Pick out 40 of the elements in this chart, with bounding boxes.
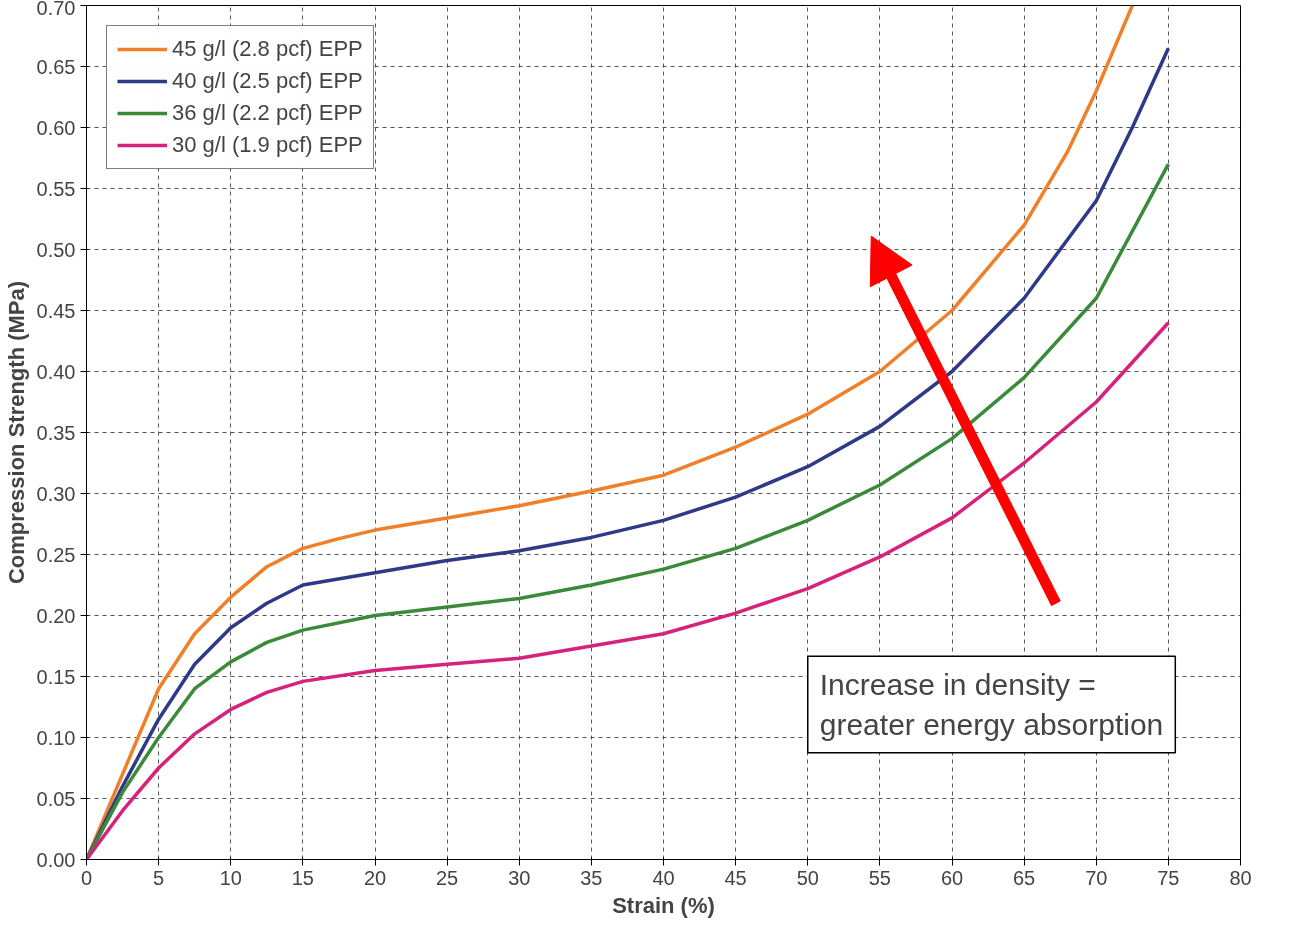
x-tick-label: 45	[724, 866, 747, 889]
x-tick-label: 25	[436, 866, 459, 889]
x-tick-label: 35	[580, 866, 603, 889]
y-tick-label: 0.55	[36, 177, 76, 200]
y-tick-label: 0.30	[36, 482, 76, 505]
legend-label: 40 g/l (2.5 pcf) EPP	[172, 68, 363, 94]
x-tick-label: 30	[508, 866, 531, 889]
x-tick-label: 20	[363, 866, 387, 889]
y-axis-title: Compression Strength (MPa)	[3, 280, 29, 585]
y-tick-label: 0.45	[36, 299, 76, 322]
x-tick-label: 50	[796, 866, 819, 889]
x-tick-label: 40	[652, 866, 675, 889]
y-tick-label: 0.10	[36, 726, 76, 749]
legend-label: 45 g/l (2.8 pcf) EPP	[172, 36, 363, 62]
x-tick-label: 75	[1157, 866, 1180, 889]
x-tick-label: 55	[868, 866, 891, 889]
x-tick-label: 60	[940, 866, 964, 889]
x-tick-label: 0	[80, 866, 93, 889]
y-tick-label: 0.20	[36, 604, 76, 627]
x-axis-title: Strain (%)	[612, 892, 715, 918]
y-tick-label: 0.25	[36, 543, 76, 566]
y-tick-label: 0.35	[36, 421, 76, 444]
line-series	[86, 320, 1171, 860]
x-tick-label: 10	[219, 866, 242, 889]
y-tick-label: 0.60	[36, 116, 76, 139]
y-tick-label: 0.15	[36, 665, 76, 688]
y-tick-label: 0.00	[36, 848, 76, 871]
y-tick-label: 0.70	[36, 0, 76, 19]
legend-label: 36 g/l (2.2 pcf) EPP	[172, 100, 363, 126]
x-tick-label: 65	[1013, 866, 1036, 889]
y-tick-label: 0.40	[36, 360, 76, 383]
x-tick-label: 70	[1085, 866, 1108, 889]
y-tick-label: 0.65	[36, 55, 76, 78]
legend-label: 30 g/l (1.9 pcf) EPP	[172, 132, 363, 158]
x-tick-label: 80	[1229, 866, 1252, 889]
x-tick-label: 5	[153, 866, 165, 889]
y-tick-label: 0.05	[36, 787, 76, 810]
y-tick-label: 0.50	[36, 238, 76, 261]
annotation: Increase in density = greater energy absorption	[819, 668, 1164, 741]
x-tick-label: 15	[291, 866, 314, 889]
